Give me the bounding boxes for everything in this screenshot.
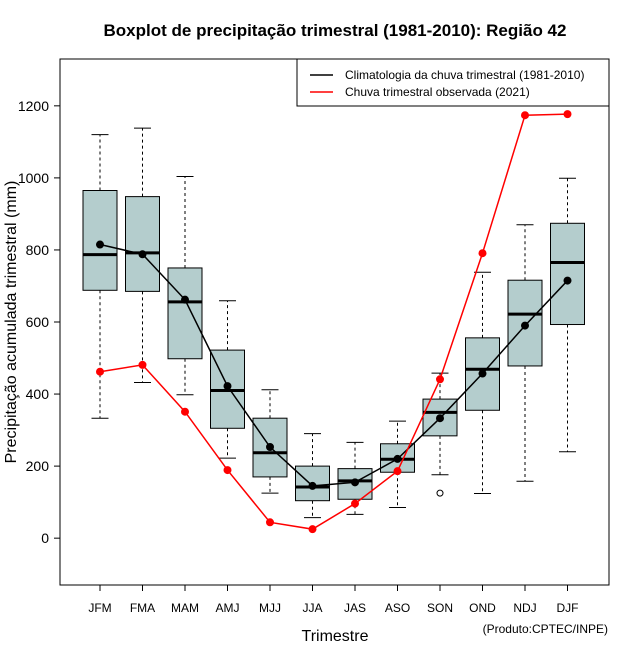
observada-point-aso <box>393 467 402 476</box>
x-tick-label-mam: MAM <box>171 601 199 615</box>
series-line-climatologia <box>99 243 569 487</box>
observada-point-djf <box>563 110 572 119</box>
y-tick-label: 200 <box>26 458 50 474</box>
climatologia-point-ndj <box>521 321 529 330</box>
credit-text: (Produto:CPTEC/INPE) <box>483 622 608 636</box>
y-tick-label: 800 <box>26 242 50 258</box>
box-mam <box>167 175 203 396</box>
box-djf <box>550 177 585 453</box>
x-tick-label-jja: JJA <box>302 601 322 615</box>
y-axis-label: Precipitação acumulada trimestral (mm) <box>3 181 20 464</box>
x-axis: JFM FMA MAM AMJ MJJ JJA JAS ASO SON OND NDJ DJF <box>88 585 579 615</box>
observada-point-jas <box>351 499 359 508</box>
observada-point-mam <box>181 407 189 416</box>
chart-title: Boxplot de precipitação trimestral (1981… <box>104 21 567 40</box>
box-iqr <box>82 190 118 291</box>
climatologia-point-aso <box>393 454 402 463</box>
box-ndj <box>507 224 543 482</box>
observada-point-jja <box>308 525 317 534</box>
x-tick-label-ndj: NDJ <box>513 601 536 615</box>
y-tick-label: 0 <box>41 530 49 546</box>
observada-point-mjj <box>266 518 274 527</box>
x-tick-label-amj: AMJ <box>216 601 240 615</box>
legend-label-climatologia: Climatologia da chuva trimestral (1981-2… <box>345 68 584 82</box>
y-tick-label: 1000 <box>18 170 49 186</box>
climatologia-point-son <box>436 414 444 423</box>
box-fma <box>125 127 160 384</box>
box-ond <box>465 271 500 494</box>
legend-label-observada: Chuva trimestral observada (2021) <box>345 85 530 99</box>
box-mjj <box>252 389 288 494</box>
observada-point-son <box>436 375 444 384</box>
y-tick-label: 400 <box>26 386 50 402</box>
climatologia-point-djf <box>563 276 572 285</box>
observada-point-ond <box>478 249 487 258</box>
observada-point-fma <box>138 360 147 369</box>
observada-point-amj <box>223 466 232 475</box>
boxes-group <box>82 127 585 519</box>
x-tick-label-aso: ASO <box>385 601 410 615</box>
box-aso <box>380 420 415 509</box>
legend: Climatologia da chuva trimestral (1981-2… <box>296 58 610 107</box>
observada-point-jfm <box>96 367 104 376</box>
x-tick-label-fma: FMA <box>130 601 155 615</box>
box-jfm <box>82 134 118 419</box>
x-tick-label-jfm: JFM <box>88 601 111 615</box>
x-tick-label-jas: JAS <box>344 601 366 615</box>
climatologia-point-fma <box>138 250 147 259</box>
climatologia-point-jfm <box>96 240 104 249</box>
box-son <box>422 372 458 497</box>
x-tick-label-mjj: MJJ <box>259 601 281 615</box>
y-axis: 0 200 400 600 800 1000 1200 <box>18 98 60 546</box>
box-amj <box>210 300 245 459</box>
observada-point-ndj <box>521 111 529 120</box>
series-lines-group <box>96 110 572 534</box>
climatologia-point-mam <box>181 295 189 304</box>
climatologia-point-mjj <box>266 443 274 452</box>
legend-box <box>296 58 610 107</box>
box-iqr <box>167 267 203 360</box>
climatologia-point-jas <box>351 478 359 487</box>
outlier-point <box>436 489 444 497</box>
climatologia-point-jja <box>308 481 317 490</box>
climatologia-point-amj <box>223 382 232 391</box>
series-line-observada <box>99 113 568 530</box>
x-tick-label-son: SON <box>427 601 453 615</box>
box-iqr <box>125 196 160 292</box>
x-tick-label-ond: OND <box>469 601 496 615</box>
x-tick-label-djf: DJF <box>557 601 579 615</box>
box-iqr <box>550 222 585 326</box>
y-tick-label: 600 <box>26 314 50 330</box>
y-tick-label: 1200 <box>18 98 49 114</box>
climatologia-point-ond <box>478 369 487 378</box>
x-axis-label: Trimestre <box>302 628 369 645</box>
